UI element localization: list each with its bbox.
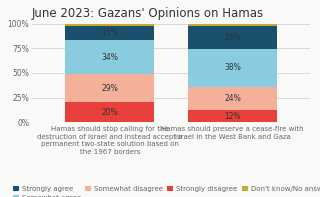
Bar <box>65 74 155 102</box>
Text: 24%: 24% <box>224 33 241 42</box>
Bar <box>188 49 277 87</box>
Text: 20%: 20% <box>101 108 118 117</box>
Text: 29%: 29% <box>101 84 118 93</box>
Bar <box>65 24 155 26</box>
Text: June 2023: Gazans' Opinions on Hamas: June 2023: Gazans' Opinions on Hamas <box>32 7 264 20</box>
Text: 15%: 15% <box>101 29 118 37</box>
Bar <box>188 110 277 122</box>
Bar <box>65 40 155 74</box>
Bar <box>65 102 155 122</box>
Text: 34%: 34% <box>101 53 118 62</box>
Text: 24%: 24% <box>224 94 241 103</box>
Text: 38%: 38% <box>224 63 241 72</box>
Bar <box>188 87 277 110</box>
Legend: Strongly agree, Somewhat agree, Somewhat disagree, Strongly disagree, Don't know: Strongly agree, Somewhat agree, Somewhat… <box>10 183 320 197</box>
Bar <box>188 26 277 49</box>
Bar <box>65 26 155 40</box>
Bar <box>188 24 277 26</box>
Text: 12%: 12% <box>224 112 241 121</box>
